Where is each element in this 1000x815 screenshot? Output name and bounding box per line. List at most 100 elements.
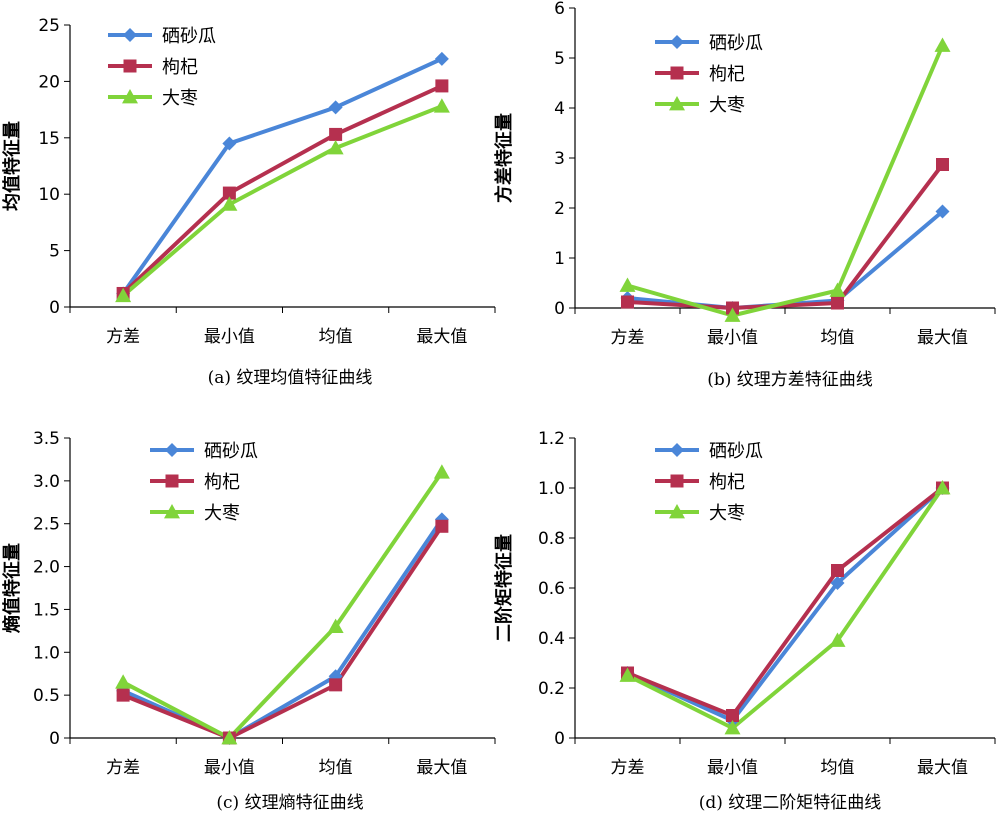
y-tick-label: 0 [49, 729, 60, 749]
chart-panel-3: 0 0.2 0.4 0.6 0.8 1.0 1.2 方差 最小值 均值 最大值 二阶矩特征量 (d) 纹… [493, 429, 996, 813]
legend-marker [122, 89, 138, 104]
data-point-2-0 [619, 277, 636, 292]
x-tick-label: 最大值 [917, 758, 968, 778]
y-tick-label: 1 [554, 249, 565, 269]
y-tick-label: 2 [554, 199, 565, 219]
x-tick-label: 最小值 [707, 328, 758, 348]
y-tick-label: 25 [38, 16, 60, 36]
series-line-1 [626, 486, 944, 718]
x-tick-label: 均值 [821, 328, 855, 348]
y-axis-title: 均值特征量 [1, 121, 23, 211]
chart-caption: (b) 纹理方差特征曲线 [707, 370, 873, 390]
x-tick-label: 最大值 [917, 328, 968, 348]
data-point-2-3 [934, 480, 951, 495]
y-tick-label: 0 [554, 729, 565, 749]
series-line-2 [626, 44, 945, 318]
x-tick-label: 最大值 [416, 758, 467, 778]
legend-marker [670, 66, 684, 80]
legend-marker [669, 96, 685, 111]
data-point-2-0 [115, 674, 132, 689]
x-tick-label: 最小值 [204, 327, 255, 347]
legend-label: 大枣 [204, 503, 240, 524]
legend-marker [123, 28, 137, 42]
y-tick-label: 0 [49, 298, 60, 318]
y-tick-label: 5 [49, 242, 60, 262]
y-tick-label: 1.0 [33, 643, 60, 663]
data-point-2-2 [327, 618, 344, 633]
data-point-2-0 [115, 287, 132, 303]
y-tick-label: 1.2 [538, 429, 565, 449]
y-tick-label: 5 [554, 49, 565, 69]
y-tick-label: 3 [554, 149, 565, 169]
data-point-1-1 [222, 186, 236, 200]
y-tick-label: 3.5 [33, 429, 60, 449]
data-point-1-0 [116, 688, 130, 702]
chart-caption: (a) 纹理均值特征曲线 [208, 368, 373, 388]
legend-label: 枸杞 [162, 57, 198, 78]
legend-label: 大枣 [162, 88, 198, 109]
x-tick-label: 方差 [611, 758, 645, 778]
legend-label: 硒砂瓜 [162, 26, 216, 47]
x-tick-label: 最小值 [707, 758, 758, 778]
data-point-2-1 [221, 730, 238, 745]
x-tick-label: 均值 [319, 327, 353, 347]
data-point-1-2 [831, 564, 844, 577]
data-point-0-2 [328, 100, 343, 115]
y-tick-label: 20 [38, 72, 60, 92]
y-tick-label: 0.6 [538, 579, 565, 599]
y-tick-label: 1.5 [33, 600, 60, 620]
series-line-1 [627, 163, 945, 310]
legend-label: 硒砂瓜 [709, 33, 763, 54]
y-tick-label: 6 [554, 0, 565, 19]
legend-marker [670, 474, 684, 488]
y-tick-label: 2.5 [33, 515, 60, 535]
legend-label: 硒砂瓜 [204, 441, 258, 462]
data-point-2-2 [829, 632, 846, 647]
y-tick-label: 0.4 [538, 629, 565, 649]
series-line-2 [122, 471, 444, 740]
data-point-0-3 [434, 51, 449, 66]
legend-marker [165, 443, 179, 457]
y-tick-label: 4 [554, 99, 565, 119]
data-point-2-1 [724, 720, 741, 735]
legend-marker [669, 504, 685, 519]
legend-label: 硒砂瓜 [709, 441, 763, 462]
data-point-2-3 [934, 37, 951, 52]
x-tick-label: 方差 [611, 328, 645, 348]
y-tick-label: 0.5 [33, 686, 60, 706]
legend-label: 枸杞 [709, 472, 745, 493]
x-tick-label: 方差 [106, 327, 140, 347]
data-point-2-1 [724, 307, 741, 322]
x-tick-label: 均值 [319, 758, 353, 778]
y-tick-label: 1.0 [538, 479, 565, 499]
data-point-1-0 [621, 295, 634, 309]
y-tick-label: 3.0 [33, 472, 60, 492]
data-point-1-3 [435, 79, 449, 93]
y-tick-label: 0.8 [538, 529, 565, 549]
y-axis-title: 二阶矩特征量 [493, 534, 515, 642]
chart-panel-2: 0 0.5 1.0 1.5 2.0 2.5 3.0 3.5 方差 最小值 均值 最大值 熵值特征量 (c)… [1, 429, 496, 813]
legend-marker [670, 35, 684, 49]
y-tick-label: 0 [554, 299, 565, 319]
x-tick-label: 最大值 [416, 327, 467, 347]
chart-caption: (c) 纹理熵特征曲线 [216, 793, 363, 813]
data-point-1-2 [329, 678, 343, 692]
y-axis-title: 熵值特征量 [1, 543, 23, 634]
series-line-2 [626, 486, 945, 730]
chart-caption: (d) 纹理二阶矩特征曲线 [699, 793, 882, 813]
x-tick-label: 均值 [821, 758, 855, 778]
data-point-1-3 [936, 158, 949, 171]
data-point-0-3 [935, 204, 950, 219]
data-point-0-2 [830, 576, 845, 590]
data-point-2-1 [221, 196, 238, 211]
data-point-1-3 [435, 519, 449, 533]
y-tick-label: 10 [38, 185, 60, 205]
series-line-1 [122, 525, 444, 740]
legend-label: 枸杞 [709, 64, 745, 85]
chart-panel-0: 0 5 10 15 20 25 方差 最小值 均值 最大值 均值特征量 (a) 纹理均值特征曲线 硒砂瓜… [1, 16, 496, 388]
data-point-1-1 [726, 709, 739, 722]
